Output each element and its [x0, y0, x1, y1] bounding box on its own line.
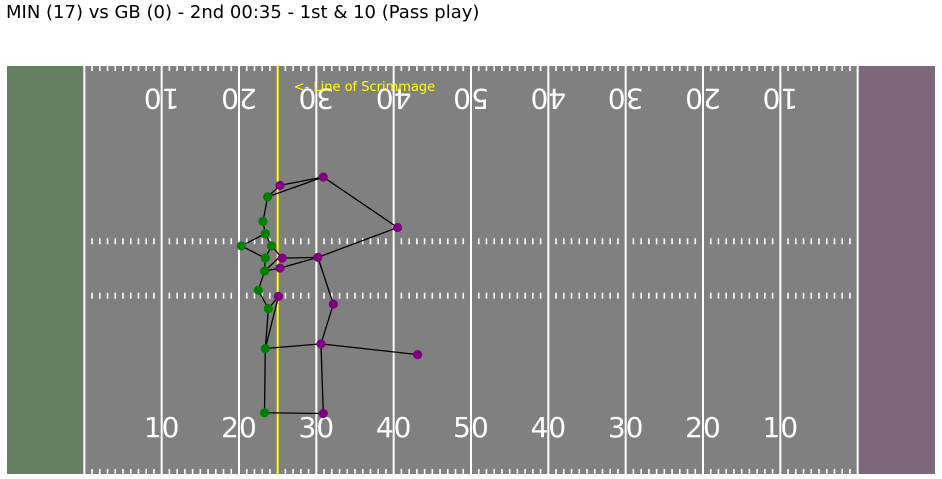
yard-number-top: 20 — [685, 82, 721, 115]
yard-number-bottom: 10 — [144, 411, 180, 444]
team-purple-player — [275, 180, 285, 191]
player-link — [264, 296, 280, 349]
team-green-player — [259, 408, 270, 418]
player-link — [279, 176, 324, 187]
team-green-player — [259, 266, 270, 276]
yard-number-top: 30 — [608, 82, 644, 115]
yard-number-bottom: 50 — [453, 411, 489, 444]
team-purple-player — [392, 222, 403, 233]
player-link — [322, 176, 398, 229]
team-purple-player — [316, 339, 326, 349]
yard-number-top: 40 — [531, 82, 567, 115]
team-purple-player — [277, 253, 287, 263]
yard-number-bottom: 30 — [299, 411, 335, 444]
player-link — [265, 343, 322, 350]
yard-number-bottom: 30 — [608, 411, 644, 444]
scrimmage-label: <- Line of Scrimmage — [294, 80, 436, 95]
team-green-player — [258, 216, 268, 226]
player-link — [317, 257, 334, 305]
yard-number-top: 20 — [221, 82, 257, 115]
team-green-player — [253, 285, 263, 295]
yard-number-top: 50 — [453, 82, 489, 115]
team-purple-player — [273, 291, 284, 302]
player-link — [282, 256, 318, 259]
player-link — [264, 412, 324, 415]
left-endzone — [7, 66, 85, 474]
yard-number-top: 40 — [376, 82, 412, 115]
team-green-player — [260, 343, 270, 354]
player-link — [317, 226, 398, 258]
yard-number-bottom: 20 — [221, 411, 257, 444]
team-purple-player — [313, 252, 323, 262]
chart-title: MIN (17) vs GB (0) - 2nd 00:35 - 1st & 1… — [6, 2, 480, 23]
player-link — [267, 176, 324, 198]
team-green-player — [263, 192, 273, 202]
player-link — [320, 343, 418, 356]
right-endzone — [857, 66, 935, 474]
team-purple-player — [318, 408, 328, 419]
yard-number-top: 10 — [144, 82, 180, 115]
yard-number-bottom: 20 — [685, 411, 721, 444]
team-purple-player — [328, 299, 338, 309]
yard-number-top: 30 — [299, 82, 335, 115]
team-purple-player — [413, 349, 423, 360]
team-green-player — [266, 241, 277, 251]
team-purple-player — [275, 263, 285, 273]
team-green-player — [263, 304, 273, 314]
yard-number-bottom: 40 — [376, 411, 412, 444]
player-link — [263, 348, 266, 413]
team-purple-player — [318, 172, 328, 182]
team-green-player — [260, 253, 270, 263]
yard-number-bottom: 40 — [531, 411, 567, 444]
yard-number-bottom: 10 — [763, 411, 799, 444]
player-link — [320, 303, 334, 345]
player-link — [279, 256, 319, 269]
team-green-player — [236, 241, 246, 251]
player-link — [264, 308, 270, 349]
player-link — [320, 343, 324, 414]
yard-number-top: 10 — [763, 82, 799, 115]
team-green-player — [260, 229, 270, 239]
